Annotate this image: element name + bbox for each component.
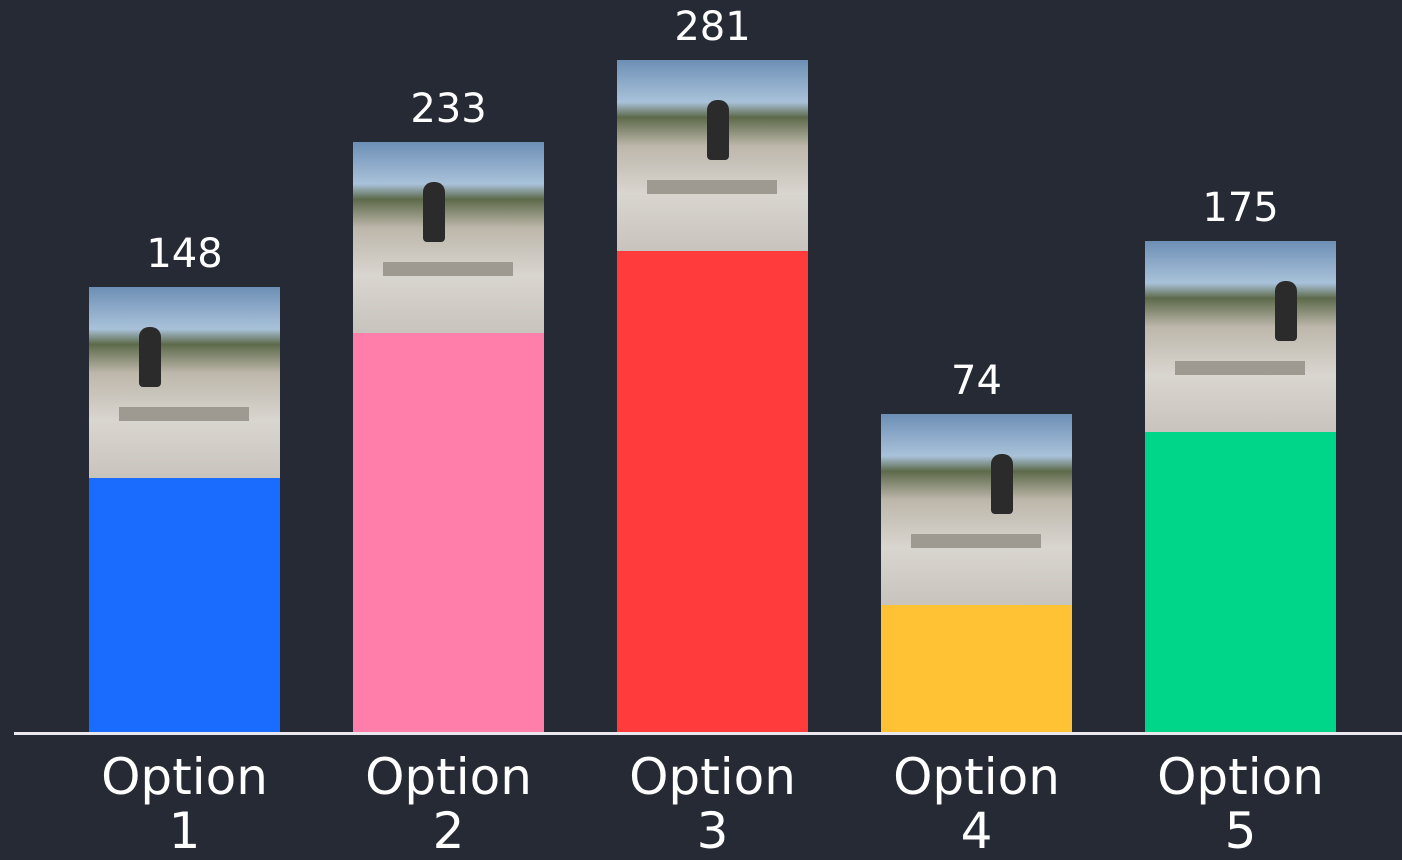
photo bbox=[881, 414, 1072, 606]
x-tick-label: Option 1 bbox=[101, 748, 268, 860]
value-label: 148 bbox=[146, 231, 223, 278]
x-tick-label: Option 4 bbox=[893, 748, 1060, 860]
value-label: 233 bbox=[410, 85, 487, 132]
photo-ledge bbox=[647, 179, 777, 194]
photo-ledge bbox=[1175, 361, 1305, 376]
x-tick-label: Option 3 bbox=[629, 748, 796, 860]
photo-ledge bbox=[911, 534, 1041, 549]
value-label: 175 bbox=[1202, 185, 1279, 232]
bar bbox=[617, 250, 808, 732]
value-label: 281 bbox=[674, 3, 751, 50]
photo-skater bbox=[139, 327, 161, 388]
baseline bbox=[14, 732, 1402, 735]
photo bbox=[353, 141, 544, 333]
value-label: 74 bbox=[951, 358, 1002, 405]
photo-skater bbox=[707, 99, 729, 160]
bar bbox=[881, 605, 1072, 732]
photo-skater bbox=[423, 181, 445, 242]
bar bbox=[353, 332, 544, 732]
photo bbox=[1145, 241, 1336, 433]
photo bbox=[617, 59, 808, 251]
photo-ledge bbox=[383, 261, 513, 276]
photo-skater bbox=[1275, 281, 1297, 342]
photo bbox=[89, 287, 280, 479]
x-tick-label: Option 5 bbox=[1157, 748, 1324, 860]
bar bbox=[1145, 432, 1336, 732]
x-tick-label: Option 2 bbox=[365, 748, 532, 860]
photo-ledge bbox=[119, 407, 249, 422]
photo-skater bbox=[991, 454, 1013, 515]
bar bbox=[89, 478, 280, 732]
